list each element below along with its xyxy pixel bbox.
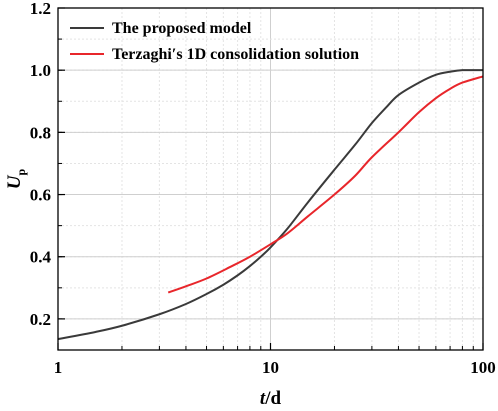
x-axis-title-variable: t: [260, 388, 266, 409]
legend-label: Terzaghi′s 1D consolidation solution: [112, 46, 359, 63]
y-tick-label: 0.6: [30, 186, 51, 205]
x-tick-label: 100: [470, 358, 496, 377]
series-layer: [57, 69, 484, 341]
y-tick-label: 0.8: [30, 123, 51, 142]
grid: [58, 7, 483, 351]
y-axis-title: Up: [4, 168, 28, 189]
series-line-0: [57, 69, 484, 341]
y-tick-label: 0.2: [30, 310, 51, 329]
x-axis-title-unit: /d: [264, 388, 281, 409]
x-tick-label: 1: [54, 358, 63, 377]
series-line-1: [167, 75, 484, 294]
x-tick-label: 10: [262, 358, 279, 377]
y-tick-label: 0.4: [30, 248, 52, 267]
y-tick-label: 1.0: [30, 61, 51, 80]
y-tick-label: 1.2: [30, 0, 51, 18]
legend: The proposed model Terzaghi′s 1D consolid…: [70, 20, 359, 63]
y-axis-title-subscript: p: [14, 168, 28, 175]
legend-label: The proposed model: [112, 20, 252, 37]
y-axis-title-variable: U: [4, 174, 25, 189]
x-axis-title: t/d: [260, 388, 282, 409]
ticks: 1 10 100 0.2 0.4 0.6 0.8 1.0 1.2: [30, 0, 496, 377]
